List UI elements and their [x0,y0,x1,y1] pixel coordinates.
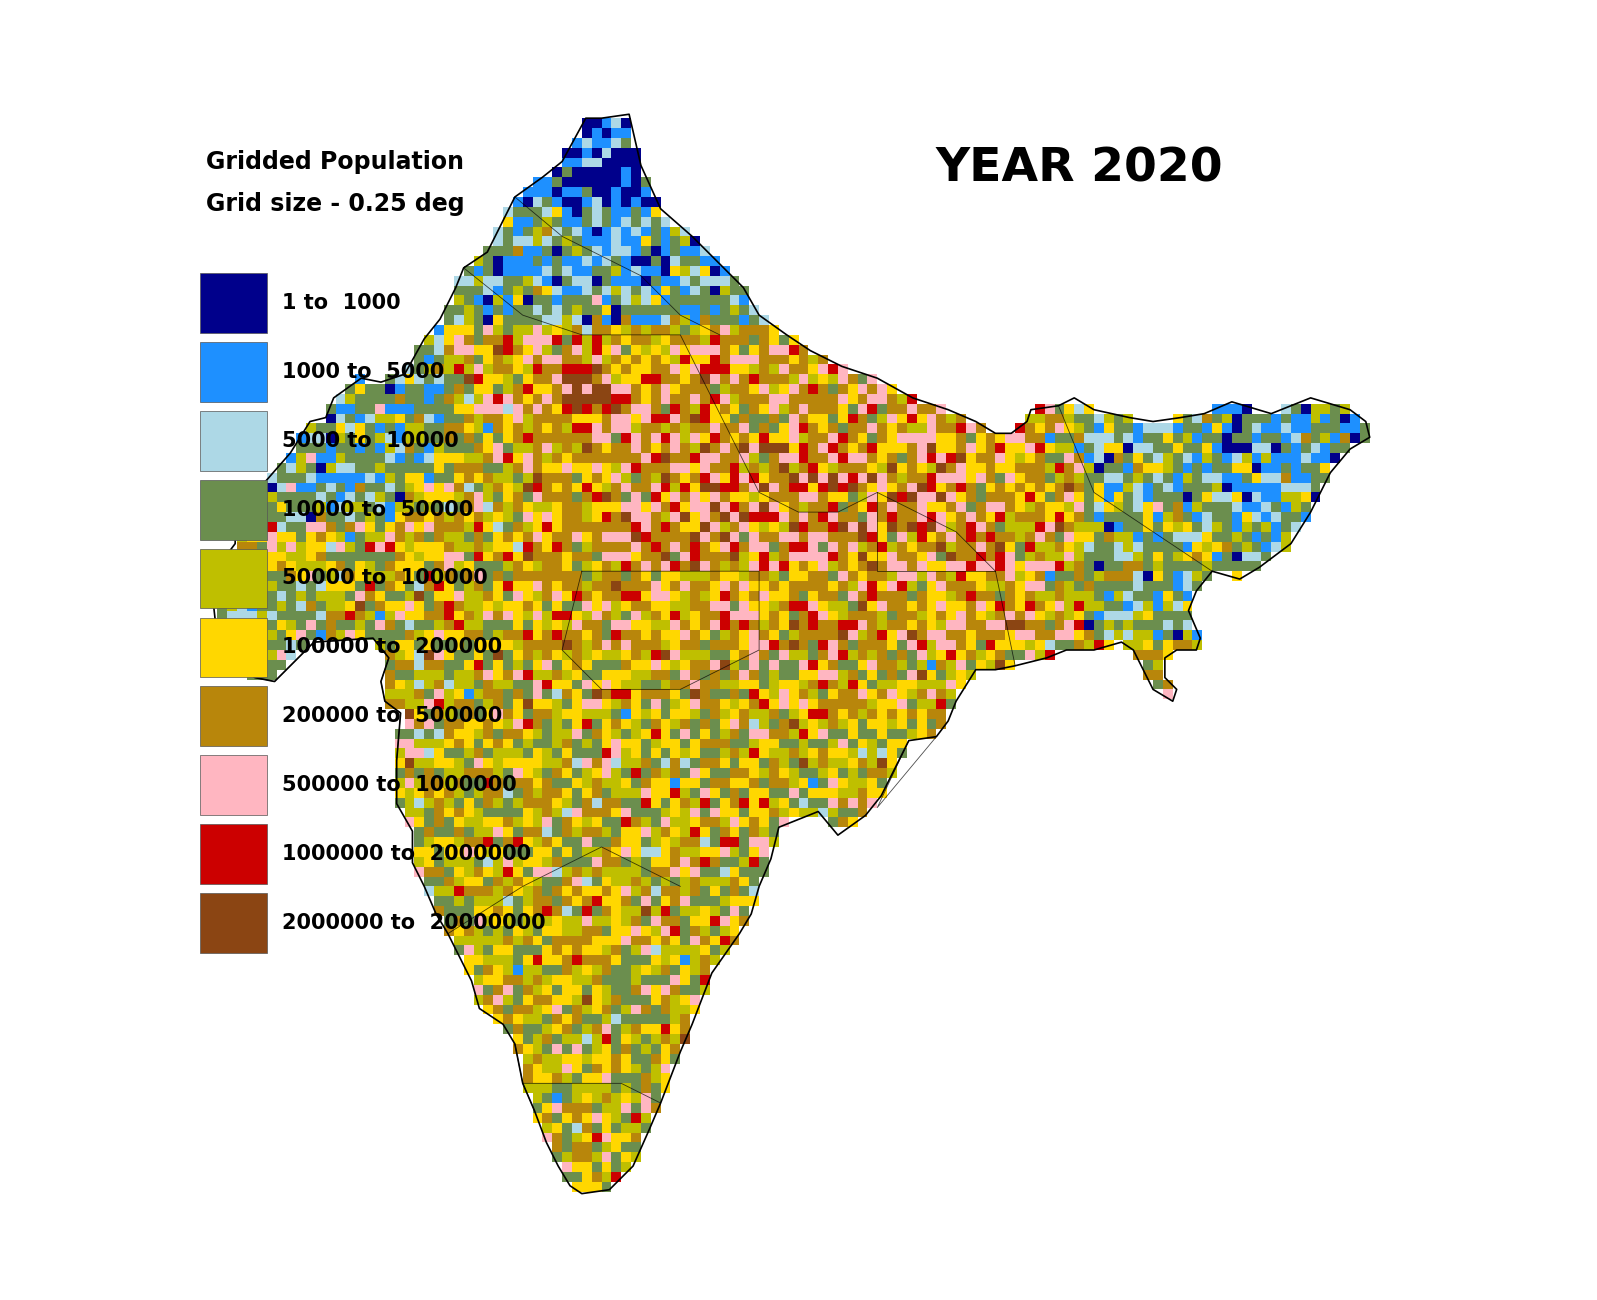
FancyBboxPatch shape [200,824,267,884]
Text: Gridded Population: Gridded Population [206,150,465,173]
Text: 1000 to  5000: 1000 to 5000 [283,361,444,382]
Text: 100000 to  200000: 100000 to 200000 [283,637,501,658]
Text: 2000000 to  20000000: 2000000 to 20000000 [283,913,546,933]
FancyBboxPatch shape [200,411,267,471]
Text: 200000 to  500000: 200000 to 500000 [283,706,501,727]
FancyBboxPatch shape [200,686,267,746]
Text: 50000 to  100000: 50000 to 100000 [283,568,487,589]
FancyBboxPatch shape [200,480,267,540]
Text: 1 to  1000: 1 to 1000 [283,292,401,313]
FancyBboxPatch shape [200,893,267,953]
Text: 5000 to  10000: 5000 to 10000 [283,430,458,451]
FancyBboxPatch shape [200,549,267,608]
FancyBboxPatch shape [200,273,267,333]
Text: YEAR 2020: YEAR 2020 [936,147,1223,191]
FancyBboxPatch shape [200,755,267,815]
Text: 1000000 to  2000000: 1000000 to 2000000 [283,844,532,865]
FancyBboxPatch shape [200,342,267,402]
Text: Grid size - 0.25 deg: Grid size - 0.25 deg [206,192,465,216]
Text: 500000 to  1000000: 500000 to 1000000 [283,775,517,796]
FancyBboxPatch shape [200,618,267,677]
Text: 10000 to  50000: 10000 to 50000 [283,499,473,520]
